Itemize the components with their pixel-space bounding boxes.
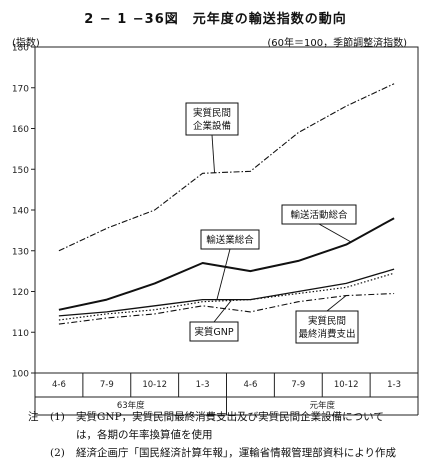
note-head	[28, 444, 50, 462]
callout-leader	[318, 223, 352, 243]
y-tick-label: 140	[12, 207, 29, 217]
note-number: (2)	[50, 447, 65, 459]
x-tick-label: 10-12	[334, 380, 359, 390]
callout-box	[200, 229, 260, 250]
y-tick-label: 170	[12, 84, 29, 94]
callout-box	[295, 310, 359, 344]
note-1-continued: は，各期の年率換算値を使用	[76, 429, 213, 441]
series-line	[58, 83, 395, 252]
x-tick-label: 1-3	[196, 380, 210, 390]
x-tick-label: 1-3	[387, 380, 401, 390]
series-label: 実質GNP	[194, 326, 233, 338]
x-tick-label: 10-12	[142, 380, 167, 390]
x-tick-label: 7-9	[100, 380, 114, 390]
callout-box	[281, 204, 357, 225]
series-line	[58, 268, 395, 317]
note-text: 経済企画庁「国民経済計算年報」，運輸省情報管理部資料により作成	[76, 447, 397, 459]
chart-title: 2 − 1 −36図 元年度の輸送指数の動向	[84, 12, 347, 27]
series-line	[58, 217, 395, 311]
x-tick-label: 7-9	[291, 380, 305, 390]
callout-leader	[216, 248, 231, 300]
note-number: (1)	[50, 411, 65, 423]
y-tick-label: 160	[12, 125, 29, 135]
series-line	[58, 272, 395, 321]
x-tick-label: 4-6	[243, 380, 257, 390]
note-head: 注	[28, 411, 39, 423]
note-text: 実質GNP，実質民間最終消費支出及び実質民間企業設備について	[76, 411, 384, 423]
note-2: (2) 経済企画庁「国民経済計算年報」，運輸省情報管理部資料により作成	[28, 444, 420, 462]
y-tick-label: 110	[12, 329, 29, 339]
callout-box	[189, 321, 239, 342]
note-1: 注 (1) 実質GNP，実質民間最終消費支出及び実質民間企業設備について	[28, 408, 420, 426]
y-tick-label: 150	[12, 166, 29, 176]
callout-leader	[211, 134, 215, 173]
callout-leader	[213, 300, 232, 323]
series-label: 輸送活動総合	[290, 209, 348, 221]
y-axis-label: (指数)	[12, 38, 40, 49]
callout-leader	[326, 295, 347, 312]
series-label: 企業設備	[193, 120, 231, 132]
y-tick-label: 180	[12, 44, 29, 54]
series-label: 実質民間	[193, 107, 231, 119]
callout-box	[185, 102, 239, 136]
year-group-label: 元年度	[309, 400, 335, 411]
series-label: 最終消費支出	[298, 328, 355, 340]
series-label: 実質民間	[308, 315, 346, 327]
y-tick-label: 100	[12, 370, 29, 380]
unit-note: (60年＝100，季節調整済指数)	[267, 38, 407, 49]
y-tick-label: 130	[12, 247, 29, 257]
y-tick-label: 120	[12, 288, 29, 298]
year-group-label: 63年度	[117, 400, 145, 411]
x-tick-label: 4-6	[52, 380, 66, 390]
notes: 注 (1) 実質GNP，実質民間最終消費支出及び実質民間企業設備について は，各…	[28, 408, 420, 462]
series-label: 輸送業総合	[206, 234, 254, 246]
